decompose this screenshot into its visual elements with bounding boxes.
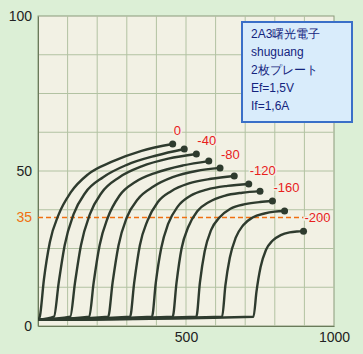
curve (38, 231, 304, 320)
curve-end (205, 158, 212, 165)
info-text: shuguang (251, 45, 304, 59)
curve-end (169, 141, 176, 148)
tick-label: 500 (175, 329, 199, 345)
tick: 1000 (319, 326, 350, 345)
plot-area (38, 16, 334, 326)
curve (38, 184, 249, 320)
curve-label: -80 (221, 147, 240, 162)
curve-end (257, 188, 264, 195)
grid (38, 16, 334, 326)
tick-label: 50 (16, 163, 32, 179)
reference-label: 35 (16, 209, 32, 225)
axis-line (38, 17, 39, 327)
curve-end (281, 207, 288, 214)
curve-label: -120 (250, 163, 276, 178)
curve-label: -160 (273, 180, 299, 195)
curve-label: -40 (197, 133, 216, 148)
marks (38, 141, 334, 320)
curve-end (181, 145, 188, 152)
curve-end (193, 150, 200, 157)
curve (38, 154, 196, 320)
tick-label: 100 (9, 8, 33, 24)
tick: 100 (9, 8, 38, 24)
info-box: 2A3曙光電子 shuguang 2枚プレート Ef=1,5V If=1,6A (242, 22, 352, 122)
chart: 500 1000 0 50 100 35 0 -40 -80 -120 -160 -200 2A3曙光電… (0, 0, 363, 354)
curve (38, 201, 272, 320)
info-box-frame (242, 22, 352, 122)
curve (38, 168, 220, 320)
curve-end (269, 198, 276, 205)
curve (38, 211, 285, 320)
grid-line (38, 209, 334, 210)
info-text: If=1,6A (251, 99, 289, 113)
tick: 500 (175, 326, 199, 345)
curve-label: -200 (305, 210, 331, 225)
grid-line (38, 248, 334, 249)
info-text: 2A3曙光電子 (251, 27, 320, 41)
curve-label: 0 (174, 123, 181, 138)
curve-end (217, 164, 224, 171)
y-axis: 0 50 100 (9, 8, 39, 334)
curve-end (245, 181, 252, 188)
tick: 50 (16, 163, 38, 179)
curve-end (300, 228, 307, 235)
reference-line (38, 217, 334, 219)
grid-line (38, 132, 334, 133)
info-text: Ef=1,5V (251, 81, 294, 95)
curve-labels: 0 -40 -80 -120 -160 -200 (174, 123, 331, 225)
tick: 0 (24, 318, 38, 334)
x-axis: 500 1000 (39, 326, 351, 345)
axis-line (39, 326, 335, 327)
grid-line (38, 171, 334, 172)
grid-line (38, 287, 334, 288)
info-text: 2枚プレート (251, 63, 318, 77)
tick-label: 1000 (319, 329, 350, 345)
tick-label: 0 (24, 318, 32, 334)
curve-end (231, 172, 238, 179)
